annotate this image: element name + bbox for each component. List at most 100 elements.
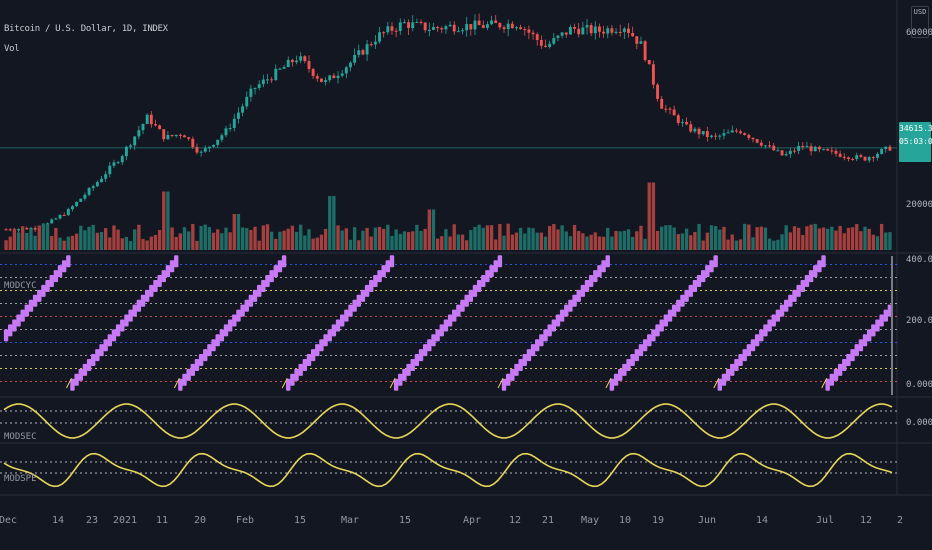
candle-body	[672, 109, 676, 116]
volume-bar	[730, 234, 734, 250]
candle-body	[573, 27, 577, 29]
candle-body	[286, 59, 290, 67]
volume-bar	[157, 229, 162, 250]
volume-bar	[655, 230, 660, 250]
volume-bar	[614, 230, 618, 250]
cycle-marker	[136, 299, 142, 312]
candle-body	[137, 130, 141, 137]
volume-bar	[203, 224, 207, 250]
candle-body	[631, 32, 635, 37]
volume-bar	[473, 226, 477, 250]
candle-body	[714, 135, 718, 137]
candle-body	[133, 136, 137, 146]
cycle-marker	[535, 339, 540, 352]
volume-bar	[332, 196, 336, 250]
cycle-marker	[597, 265, 602, 278]
volume-axis-label: 20000.00	[906, 200, 932, 210]
cycle-marker	[124, 314, 129, 327]
candle-body	[523, 29, 527, 31]
cycle-marker	[236, 309, 241, 322]
candle-body	[154, 124, 157, 126]
cycle-marker	[580, 284, 586, 297]
cycle-marker	[584, 279, 590, 292]
cycle-marker	[435, 329, 440, 342]
candle-body	[183, 135, 186, 138]
time-axis-label: 12	[859, 515, 873, 526]
candle-body	[689, 124, 693, 132]
volume-bar	[643, 238, 647, 250]
volume-bar	[104, 228, 108, 250]
time-axis-label: Jun	[697, 515, 717, 526]
volume-bar	[780, 234, 784, 250]
time-axis-label: Apr	[462, 515, 482, 526]
volume-bar	[693, 231, 697, 250]
volume-bar	[460, 234, 465, 250]
cycle-marker	[277, 260, 283, 273]
candle-body	[710, 135, 713, 138]
cycle-marker	[298, 363, 303, 376]
volume-bar	[415, 224, 419, 250]
volume-bar	[54, 227, 58, 250]
candle-body	[241, 106, 245, 113]
candle-body	[568, 27, 572, 35]
cycle-marker	[447, 314, 453, 327]
cycle-start-tick	[713, 378, 720, 389]
volume-bar	[315, 237, 319, 250]
candle-body	[145, 114, 149, 125]
candle-body	[174, 134, 178, 137]
cycle-marker	[842, 358, 847, 371]
volume-bar	[427, 209, 431, 250]
volume-bar	[216, 229, 220, 250]
cycle-marker	[667, 309, 673, 322]
cycle-marker	[261, 279, 266, 292]
volume-bar	[705, 232, 710, 250]
symbol-title[interactable]: Bitcoin / U.S. Dollar, 1D, INDEX	[4, 24, 168, 34]
volume-bar	[41, 223, 46, 250]
cycle-marker	[684, 289, 689, 302]
candle-body	[465, 24, 469, 31]
candle-body	[469, 24, 473, 30]
volume-bar	[390, 235, 394, 250]
candle-body	[365, 44, 369, 55]
volume-bar	[481, 227, 485, 250]
candle-body	[490, 20, 494, 25]
candle-body	[643, 41, 647, 60]
candle-body	[539, 40, 543, 46]
candle-body	[432, 26, 435, 30]
candle-body	[357, 50, 361, 55]
cycle-marker	[339, 314, 345, 327]
candle-body	[295, 60, 298, 63]
candle-body	[436, 26, 440, 29]
volume-bar	[718, 229, 722, 250]
candle-body	[178, 134, 182, 136]
cycle-marker	[161, 270, 166, 283]
cycle-marker	[227, 319, 233, 332]
cycle-marker	[315, 344, 320, 357]
candle-body	[697, 128, 701, 135]
candle-body	[369, 44, 373, 46]
volume-bar	[149, 236, 153, 250]
candle-body	[427, 29, 431, 31]
cycle-marker	[813, 265, 818, 278]
time-axis-label: 20	[193, 515, 207, 526]
volume-bar	[294, 231, 299, 250]
candle-body	[448, 24, 452, 27]
candle-body	[124, 146, 128, 157]
volume-bar	[382, 228, 386, 250]
cycle-marker	[817, 260, 822, 273]
cycle-marker	[501, 378, 507, 391]
cycle-axis-mid: 200.000	[906, 316, 932, 326]
cycle-marker	[481, 275, 486, 288]
candle-body	[278, 68, 282, 70]
cycle-marker	[393, 378, 399, 391]
candle-body	[95, 182, 99, 187]
time-axis-label: 12	[508, 515, 522, 526]
currency-button[interactable]: USD	[911, 6, 929, 38]
cycle-marker	[497, 255, 503, 268]
candle-body	[668, 108, 672, 110]
cycle-marker	[286, 378, 291, 391]
volume-bar	[610, 236, 614, 250]
volume-bar	[365, 227, 369, 250]
volume-bar	[373, 227, 378, 250]
